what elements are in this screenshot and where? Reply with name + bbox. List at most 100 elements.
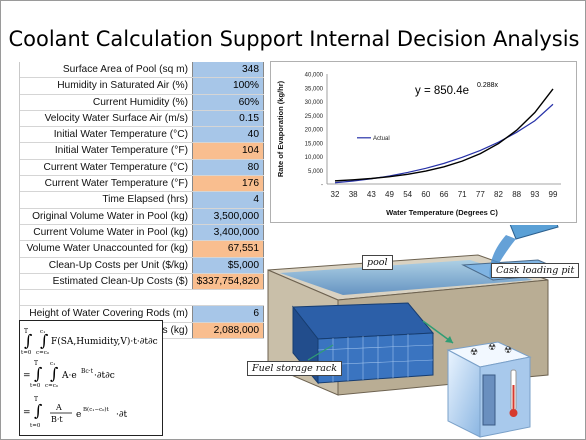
row-label: Clean-Up Costs per Unit ($/kg)	[48, 259, 188, 271]
svg-text:t=0: t=0	[30, 423, 41, 429]
x-tick-label: 38	[349, 190, 358, 199]
row-value[interactable]: 67,551	[192, 241, 264, 257]
table-row: Current Water Temperature (°C) 80	[20, 159, 264, 177]
table-row: Initial Water Temperature (°F) 104	[20, 143, 264, 160]
svg-text:·∂t: ·∂t	[116, 410, 128, 420]
y-tick-label: 30,000	[305, 100, 324, 106]
x-tick-label: 66	[440, 190, 449, 199]
table-row: Time Elapsed (hrs) 4	[20, 192, 264, 209]
svg-text:∫: ∫	[34, 364, 42, 383]
formula-line1: F(SA,Humidity,V)·t·∂t∂c	[51, 336, 158, 347]
svg-text:☢: ☢	[504, 345, 512, 355]
row-value[interactable]: 176	[192, 176, 264, 192]
svg-text:e: e	[76, 410, 81, 420]
row-label: Current Water Temperature (°C)	[43, 161, 188, 173]
trendline-equation: y = 850.4e	[415, 85, 469, 97]
svg-text:t=0: t=0	[30, 383, 41, 389]
integral-sign: ∫	[40, 331, 48, 350]
x-tick-label: 43	[367, 190, 376, 199]
integral-sign: ∫	[24, 331, 32, 350]
y-tick-label: 20,000	[305, 128, 324, 134]
y-tick-label: 35,000	[305, 86, 324, 92]
lim-lower-t: t=0	[21, 350, 32, 356]
table-row: Surface Area of Pool (sq m) 348	[20, 62, 264, 79]
formula-line3-num: A	[55, 403, 62, 412]
evaporation-chart: - 5,000 10,000 15,000 20,000 25,000 30,000 35,0…	[270, 61, 577, 223]
lim-upper-t: T	[24, 328, 28, 335]
row-value[interactable]: 80	[192, 159, 264, 176]
formula-line2-exp: Bc·t	[81, 368, 94, 375]
formula-line2-a: A·e	[61, 371, 77, 381]
cask-pit-label: Cask loading pit	[491, 263, 580, 278]
table-row: Estimated Clean-Up Costs ($) $337,754,820	[20, 273, 264, 291]
row-label: Current Volume Water in Pool (kg)	[33, 226, 188, 238]
y-tick-label: -	[321, 183, 323, 189]
lim-lower-c: c=c₀	[36, 350, 50, 356]
row-label: Height of Water Covering Rods (m)	[29, 308, 188, 320]
table-row: Current Humidity (%) 60%	[20, 94, 264, 111]
row-value[interactable]: 100%	[192, 78, 264, 94]
row-value[interactable]: $5,000	[192, 257, 264, 273]
x-tick-label: 71	[458, 190, 467, 199]
row-value[interactable]: 348	[192, 62, 264, 78]
fuel-assembly-cube: ☢ ☢ ☢	[446, 341, 532, 438]
x-tick-label: 49	[385, 190, 394, 199]
fuel-rack-label: Fuel storage rack	[247, 361, 343, 376]
row-value[interactable]: 3,400,000	[192, 224, 264, 241]
svg-text:∫: ∫	[34, 401, 42, 420]
y-tick-label: 5,000	[308, 169, 324, 175]
row-label: Humidity in Saturated Air (%)	[57, 80, 188, 92]
formula-line3-exp: B(c₁−c₀)t	[83, 406, 110, 413]
x-tick-label: 77	[476, 190, 485, 199]
row-label: Original Volume Water in Pool (kg)	[32, 210, 188, 222]
table-row: Current Water Temperature (°F) 176	[20, 176, 264, 193]
x-tick-label: 88	[512, 190, 521, 199]
x-tick-label: 60	[421, 190, 430, 199]
row-label: Volume Water Unaccounted for (kg)	[26, 243, 188, 255]
row-value[interactable]: 60%	[192, 94, 264, 110]
y-tick-label: 25,000	[305, 114, 324, 120]
svg-text:∫: ∫	[50, 364, 58, 383]
legend-label: Actual	[373, 136, 390, 142]
eq-sign: =	[23, 371, 31, 381]
fuel-pool-illustration: ☢ ☢ ☢ pool Cask loading pit Fuel storage…	[247, 196, 585, 439]
x-axis-label: Water Temperature (Degrees C)	[386, 208, 498, 217]
table-row: Volume Water Unaccounted for (kg) 67,551	[20, 241, 264, 258]
svg-text:=: =	[23, 408, 31, 418]
radiation-icon: ☢	[470, 347, 478, 357]
row-value[interactable]: 2,088,000	[192, 322, 264, 339]
svg-text:☢: ☢	[488, 342, 496, 352]
chart-svg: - 5,000 10,000 15,000 20,000 25,000 30,000 35,0…	[276, 73, 561, 217]
x-tick-label: 99	[549, 190, 558, 199]
row-value[interactable]: 6	[192, 306, 264, 322]
row-value[interactable]: 40	[192, 127, 264, 143]
row-label: Current Water Temperature (°F)	[44, 178, 188, 190]
y-tick-label: 15,000	[305, 141, 324, 147]
y-tick-label: 10,000	[305, 155, 324, 161]
integral-formula: T ∫ t=0 c₁ ∫ c=c₀ F(SA,Humidity,V)·t·∂t∂…	[19, 320, 163, 436]
row-value[interactable]: 0.15	[192, 110, 264, 127]
row-value[interactable]: 3,500,000	[192, 208, 264, 224]
row-label: Initial Water Temperature (°C)	[53, 129, 188, 141]
x-tick-label: 93	[530, 190, 539, 199]
row-value[interactable]: 4	[192, 192, 264, 208]
row-value[interactable]: $337,754,820	[192, 273, 264, 290]
svg-text:T: T	[34, 360, 38, 367]
table-row: Humidity in Saturated Air (%) 100%	[20, 78, 264, 95]
y-axis-label: Rate of Evaporation (kg/hr)	[276, 80, 285, 177]
series-line-actual	[334, 103, 554, 184]
table-spacer	[20, 290, 264, 307]
x-tick-label: 82	[494, 190, 503, 199]
svg-text:c=c₀: c=c₀	[45, 383, 59, 389]
formula-line2-b: ·∂t∂c	[94, 371, 115, 381]
row-label: Estimated Clean-Up Costs ($)	[52, 275, 188, 287]
x-tick-label: 32	[331, 190, 340, 199]
series-line-trend	[334, 88, 554, 182]
svg-text:T: T	[34, 396, 38, 403]
row-value[interactable]: 104	[192, 143, 264, 159]
row-label: Initial Water Temperature (°F)	[54, 145, 188, 157]
lim-upper-c: c₁	[40, 329, 45, 335]
row-label: Surface Area of Pool (sq m)	[62, 64, 188, 75]
pool-label: pool	[362, 255, 393, 270]
